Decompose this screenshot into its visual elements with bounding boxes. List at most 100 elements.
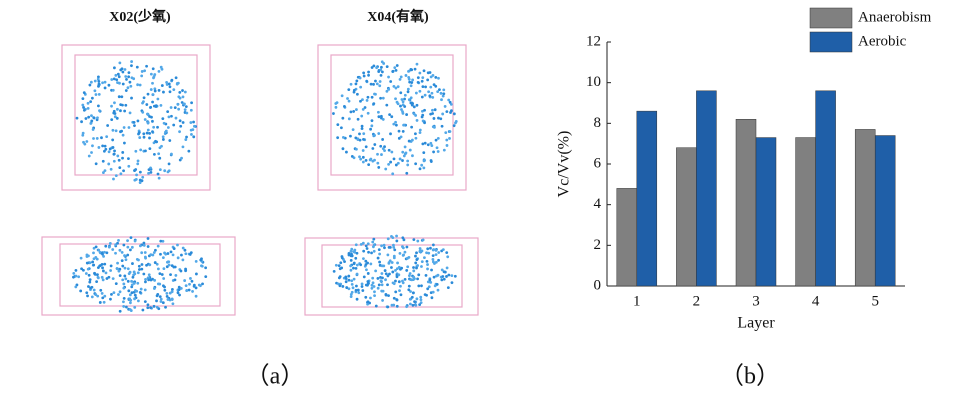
point: [433, 117, 436, 120]
point: [126, 246, 129, 249]
point: [168, 115, 171, 118]
point: [192, 135, 195, 138]
point: [435, 139, 438, 142]
point: [401, 245, 404, 248]
point: [377, 132, 380, 135]
point: [360, 115, 363, 118]
point: [392, 85, 395, 88]
point: [350, 250, 353, 253]
point: [112, 112, 115, 115]
point: [339, 284, 342, 287]
point: [138, 265, 141, 268]
point: [106, 124, 109, 127]
point: [87, 254, 90, 257]
point: [138, 268, 141, 271]
bar: [756, 138, 776, 286]
point: [129, 85, 132, 88]
point: [408, 274, 411, 277]
point: [121, 278, 124, 281]
point: [414, 114, 417, 117]
point: [160, 298, 163, 301]
point: [367, 71, 370, 74]
point: [122, 134, 125, 137]
point: [177, 103, 180, 106]
point: [390, 266, 393, 269]
point: [341, 256, 344, 259]
point: [121, 157, 124, 160]
point: [431, 109, 434, 112]
point: [361, 125, 364, 128]
point: [144, 288, 147, 291]
point: [85, 291, 88, 294]
point: [376, 277, 379, 280]
point: [395, 69, 398, 72]
point: [117, 73, 120, 76]
point: [417, 273, 420, 276]
point: [401, 236, 404, 239]
point: [178, 288, 181, 291]
point: [144, 251, 147, 254]
point: [358, 132, 361, 135]
point: [361, 283, 364, 286]
point: [405, 172, 408, 175]
point: [94, 80, 97, 83]
point: [429, 247, 432, 250]
point: [356, 252, 359, 255]
y-tick-label: 10: [586, 74, 601, 90]
point: [170, 115, 173, 118]
point: [372, 64, 375, 67]
point: [423, 159, 426, 162]
point: [163, 289, 166, 292]
point: [366, 280, 369, 283]
point: [421, 76, 424, 79]
point: [153, 153, 156, 156]
point: [201, 282, 204, 285]
point: [95, 93, 98, 96]
point: [361, 127, 364, 130]
point: [428, 285, 431, 288]
point: [118, 166, 121, 169]
point: [443, 270, 446, 273]
point: [413, 300, 416, 303]
point: [130, 76, 133, 79]
point: [130, 64, 133, 67]
point: [421, 96, 424, 99]
point: [168, 162, 171, 165]
point: [411, 296, 414, 299]
point: [82, 106, 85, 109]
point: [412, 266, 415, 269]
point: [402, 254, 405, 257]
point: [148, 132, 151, 135]
point: [123, 254, 126, 257]
point: [145, 65, 148, 68]
point: [399, 105, 402, 108]
point: [204, 275, 207, 278]
point: [172, 88, 175, 91]
page: {"panel_a": {"titles": ["X02(少氧)", "X04(…: [0, 0, 964, 398]
point: [350, 83, 353, 86]
point: [155, 299, 158, 302]
point: [382, 62, 385, 65]
point-clouds: [72, 60, 458, 313]
point: [367, 112, 370, 115]
point: [437, 259, 440, 262]
point: [121, 151, 124, 154]
point: [366, 247, 369, 250]
point: [130, 97, 133, 100]
point: [147, 245, 150, 248]
point: [381, 283, 384, 286]
point: [185, 136, 188, 139]
point: [125, 306, 128, 309]
point: [104, 145, 107, 148]
x-tick-label: 5: [871, 293, 879, 309]
point: [97, 266, 100, 269]
legend-swatch: [810, 8, 852, 28]
point: [184, 249, 187, 252]
point: [95, 162, 98, 165]
point: [376, 162, 379, 165]
point: [141, 309, 144, 312]
point: [139, 291, 142, 294]
point: [170, 153, 173, 156]
point: [167, 126, 170, 129]
point: [400, 293, 403, 296]
